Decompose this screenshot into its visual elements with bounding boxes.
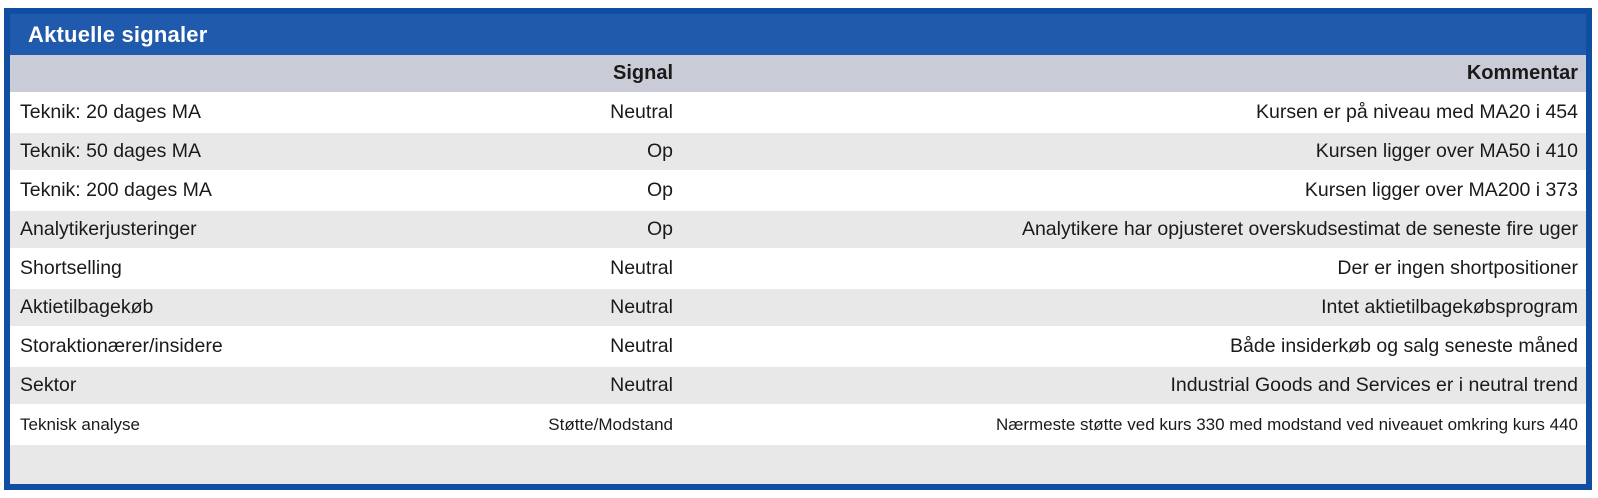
- row-comment-cell: Både insiderkøb og salg seneste måned: [1230, 335, 1578, 357]
- row-label-cell: Shortselling: [20, 257, 122, 279]
- table-row: Storaktionærer/insidere Neutral Både ins…: [10, 328, 1586, 367]
- empty-filler-row: [10, 445, 1586, 484]
- row-comment-cell: Der er ingen shortpositioner: [1337, 257, 1578, 279]
- table-row: Teknik: 200 dages MA Op Kursen ligger ov…: [10, 172, 1586, 211]
- row-comment-cell: Kursen ligger over MA50 i 410: [1315, 140, 1578, 162]
- row-signal-cell: Op: [646, 218, 673, 240]
- panel-title-bar: Aktuelle signaler: [10, 14, 1586, 55]
- table-row: Aktietilbagekøb Neutral Intet aktietilba…: [10, 289, 1586, 328]
- row-comment-cell: Industrial Goods and Services er i neutr…: [1170, 374, 1578, 396]
- row-signal-cell: Neutral: [610, 335, 673, 357]
- row-signal-cell: Neutral: [610, 374, 673, 396]
- row-comment-cell: Analytikere har opjusteret overskudsesti…: [1021, 218, 1578, 240]
- panel-title: Aktuelle signaler: [28, 21, 208, 47]
- header-cell-signal: Signal: [612, 62, 673, 84]
- table-row: Sektor Neutral Industrial Goods and Serv…: [10, 367, 1586, 406]
- header-cell-comment: Kommentar: [1466, 62, 1578, 84]
- row-signal-cell: Støtte/Modstand: [548, 414, 673, 434]
- row-signal-cell: Op: [646, 179, 673, 201]
- table-row: Teknik: 50 dages MA Op Kursen ligger ove…: [10, 133, 1586, 172]
- row-comment-cell: Intet aktietilbagekøbsprogram: [1321, 296, 1578, 318]
- row-label-cell: Analytikerjusteringer: [20, 218, 197, 240]
- row-comment-cell: Nærmeste støtte ved kurs 330 med modstan…: [995, 414, 1578, 434]
- table-row: Teknisk analyse Støtte/Modstand Nærmeste…: [10, 406, 1586, 445]
- row-label-cell: Teknisk analyse: [20, 414, 141, 434]
- row-label-cell: Teknik: 20 dages MA: [20, 101, 202, 123]
- table-row: Teknik: 20 dages MA Neutral Kursen er på…: [10, 94, 1586, 133]
- row-signal-cell: Neutral: [610, 296, 673, 318]
- row-label-cell: Sektor: [20, 374, 77, 396]
- row-signal-cell: Neutral: [610, 101, 673, 123]
- table-header-row: Signal Kommentar: [10, 55, 1586, 94]
- row-label-cell: Teknik: 50 dages MA: [20, 140, 202, 162]
- table-row: Analytikerjusteringer Op Analytikere har…: [10, 211, 1586, 250]
- table-row: Shortselling Neutral Der er ingen shortp…: [10, 250, 1586, 289]
- row-label-cell: Teknik: 200 dages MA: [20, 179, 212, 201]
- row-signal-cell: Op: [646, 140, 673, 162]
- row-comment-cell: Kursen ligger over MA200 i 373: [1304, 179, 1578, 201]
- row-signal-cell: Neutral: [610, 257, 673, 279]
- row-comment-cell: Kursen er på niveau med MA20 i 454: [1256, 101, 1578, 123]
- row-label-cell: Aktietilbagekøb: [20, 296, 154, 318]
- signals-panel: Aktuelle signaler Signal Kommentar Tekni…: [4, 8, 1592, 490]
- table-body: Teknik: 20 dages MA Neutral Kursen er på…: [10, 94, 1586, 445]
- row-label-cell: Storaktionærer/insidere: [20, 335, 223, 357]
